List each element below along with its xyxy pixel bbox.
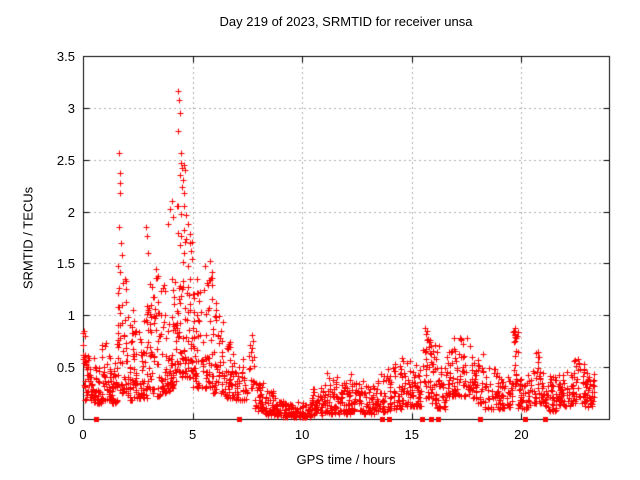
y-tick-label: 2 bbox=[67, 204, 75, 220]
y-axis-label: SRMTID / TECUs bbox=[20, 186, 36, 290]
y-tick-label: 3.5 bbox=[56, 49, 75, 64]
x-tick-label: 5 bbox=[188, 427, 197, 442]
x-tick-label: 0 bbox=[79, 427, 87, 442]
y-tick-label: 1 bbox=[67, 308, 75, 324]
chart-title: Day 219 of 2023, SRMTID for receiver uns… bbox=[219, 14, 473, 29]
x-tick-label: 10 bbox=[294, 427, 310, 442]
x-axis-label: GPS time / hours bbox=[296, 452, 396, 467]
y-tick-label: 0 bbox=[67, 412, 75, 427]
y-tick-label: 3 bbox=[67, 100, 75, 116]
y-tick-label: 1.5 bbox=[56, 256, 75, 272]
x-tick-label: 20 bbox=[514, 427, 529, 442]
x-tick-label: 15 bbox=[404, 427, 419, 442]
y-tick-label: 0.5 bbox=[56, 360, 75, 376]
y-tick-label: 2.5 bbox=[56, 152, 75, 168]
